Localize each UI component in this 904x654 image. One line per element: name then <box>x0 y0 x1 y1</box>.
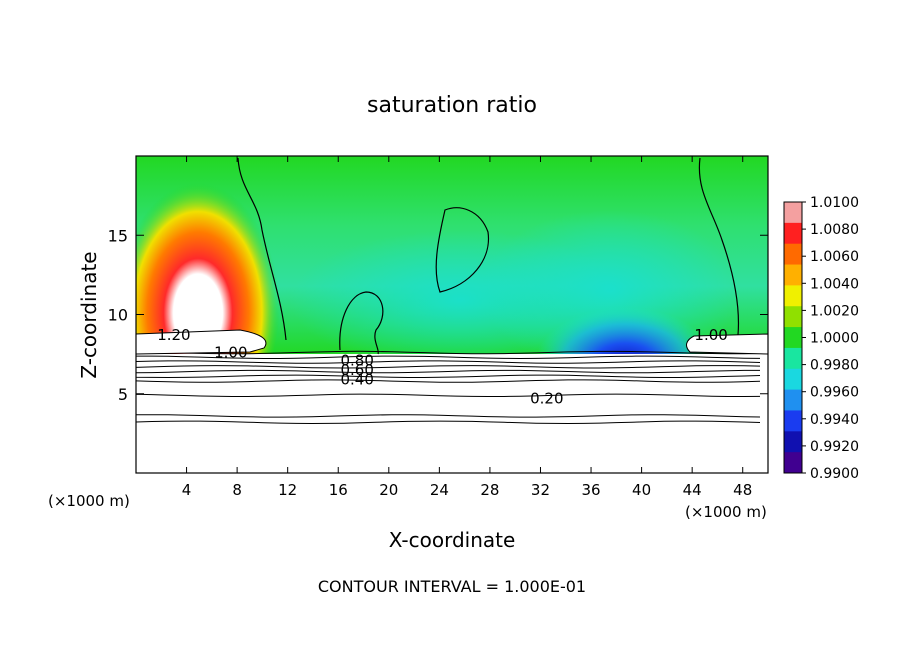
y-tick-label: 10 <box>108 306 128 325</box>
contour-line <box>136 379 761 383</box>
x-tick-label: 32 <box>531 481 550 499</box>
colorbar-swatch <box>784 368 802 391</box>
isoline-left <box>237 157 287 341</box>
stable-layer <box>136 354 768 473</box>
colorbar-swatch <box>784 431 802 453</box>
colorbar-tick-label: 1.0100 <box>810 195 859 211</box>
colorbar-tick-label: 1.0080 <box>810 222 859 238</box>
contour-label: 0.60 <box>340 361 373 379</box>
contour-line <box>136 360 761 364</box>
contour-labels: 1.20 1.00 0.800.600.40 0.20 1.00 <box>157 326 728 407</box>
isoline-center-blob <box>435 207 490 293</box>
x-tick-label: 44 <box>683 481 702 499</box>
x-tick-label: 24 <box>430 481 449 499</box>
colorbar-tick-label: 1.0040 <box>810 276 859 292</box>
x-axis-label: X-coordinate <box>389 528 516 552</box>
x-tick-label: 12 <box>278 481 297 499</box>
contour-label: 0.80 <box>340 351 373 369</box>
x-tick-label: 16 <box>329 481 348 499</box>
x-axis: 4 8 12 16 20 24 28 32 36 40 44 48 <box>182 156 752 499</box>
colorbar: 1.0100 1.0080 1.0060 1.0040 1.0020 1.0000 0.99… <box>783 195 859 482</box>
x-tick-label: 20 <box>379 481 398 499</box>
colorbar-tick-label: 0.9920 <box>810 439 859 455</box>
contour-interval-footer: CONTOUR INTERVAL = 1.000E-01 <box>318 577 586 596</box>
colorbar-swatch <box>784 452 802 474</box>
contour-line <box>136 414 761 418</box>
contour-lines <box>136 350 761 425</box>
x-units-left: (×1000 m) <box>48 492 130 510</box>
x-tick-label: 28 <box>480 481 499 499</box>
x-tick-label: 36 <box>581 481 600 499</box>
contour-line <box>136 369 760 374</box>
isoline-bubble <box>339 291 384 355</box>
contour-label: 1.00 <box>214 344 247 362</box>
colorbar-swatch <box>784 389 802 411</box>
colorbar-tick-label: 1.0020 <box>810 303 859 319</box>
isoline-right <box>698 157 740 336</box>
colorbar-tick-label: 1.0060 <box>810 249 859 265</box>
x-tick-label: 40 <box>632 481 651 499</box>
colorbar-swatch <box>784 202 802 224</box>
x-tick-label: 48 <box>733 481 752 499</box>
colorbar-swatch <box>784 243 802 266</box>
contour-line <box>136 365 761 369</box>
colorbar-tick-label: 0.9940 <box>810 412 859 428</box>
colorbar-swatch <box>784 410 802 432</box>
colorbar-swatch <box>784 285 802 307</box>
colorbar-swatch <box>784 222 802 245</box>
y-axis: 5 10 15 <box>108 226 768 404</box>
colorbar-swatch <box>784 264 802 286</box>
colorbar-tick-label: 0.9900 <box>810 466 859 482</box>
contour-label: 0.40 <box>340 370 373 388</box>
lower-cloud-right <box>686 333 768 355</box>
plot-area <box>136 156 768 473</box>
contour-line <box>136 355 761 360</box>
y-tick-label: 15 <box>108 226 128 245</box>
contour-line <box>136 393 761 397</box>
contour-line <box>136 374 761 379</box>
colorbar-swatch <box>784 306 802 328</box>
x-tick-label: 8 <box>232 481 242 499</box>
y-tick-label: 5 <box>118 385 128 404</box>
colorbar-tick-label: 1.0000 <box>810 331 859 347</box>
colorbar-tick-label: 0.9960 <box>810 385 859 401</box>
lower-cloud-left <box>136 329 267 355</box>
colorbar-swatch <box>784 327 802 349</box>
colorbar-tick-label: 0.9980 <box>810 358 859 374</box>
y-axis-label: Z-coordinate <box>77 251 101 378</box>
contour-line <box>136 350 761 355</box>
contour-label: 1.00 <box>694 326 727 344</box>
contour-label: 1.20 <box>157 326 190 344</box>
chart-title: saturation ratio <box>367 93 537 118</box>
contour-line <box>136 420 761 425</box>
x-tick-label: 4 <box>182 481 192 499</box>
contour-label: 0.20 <box>530 390 563 408</box>
x-units-right: (×1000 m) <box>685 503 767 521</box>
colorbar-swatch <box>784 347 802 370</box>
